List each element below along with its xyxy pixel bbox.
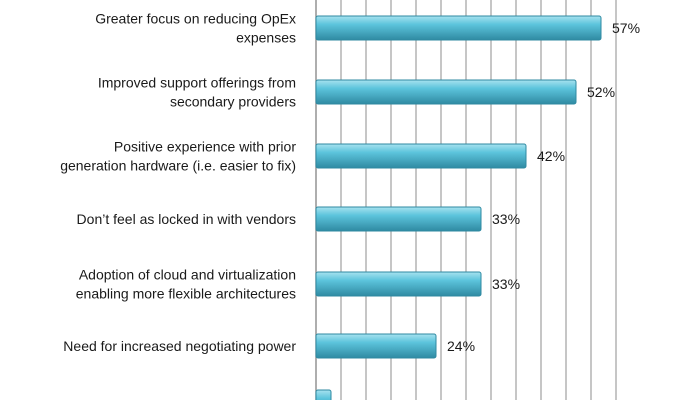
bar [315,79,577,105]
category-label: Greater focus on reducing OpEx expenses [95,11,296,46]
category-label: Need for increased negotiating power [63,338,296,354]
value-label: 52% [587,84,615,100]
bars [315,15,602,400]
value-label: 57% [612,20,640,36]
bar [315,15,602,41]
value-label: 24% [447,338,475,354]
gridlines [315,0,617,400]
bar [315,389,332,400]
value-label: 33% [492,276,520,292]
value-label: 33% [492,211,520,227]
bar [315,271,482,297]
value-labels: 57% 52% 42% 33% 33% 24% [447,20,640,354]
category-label: Improved support offerings from secondary… [98,75,296,110]
bar [315,143,527,169]
value-label: 42% [537,148,565,164]
category-label: Positive experience with prior generation… [60,139,296,174]
bar [315,333,437,359]
bar [315,206,482,232]
category-label: Don’t feel as locked in with vendors [77,211,296,227]
category-labels: Greater focus on reducing OpEx expenses Im… [60,11,296,355]
category-label: Adoption of cloud and virtualization enab… [76,267,296,302]
